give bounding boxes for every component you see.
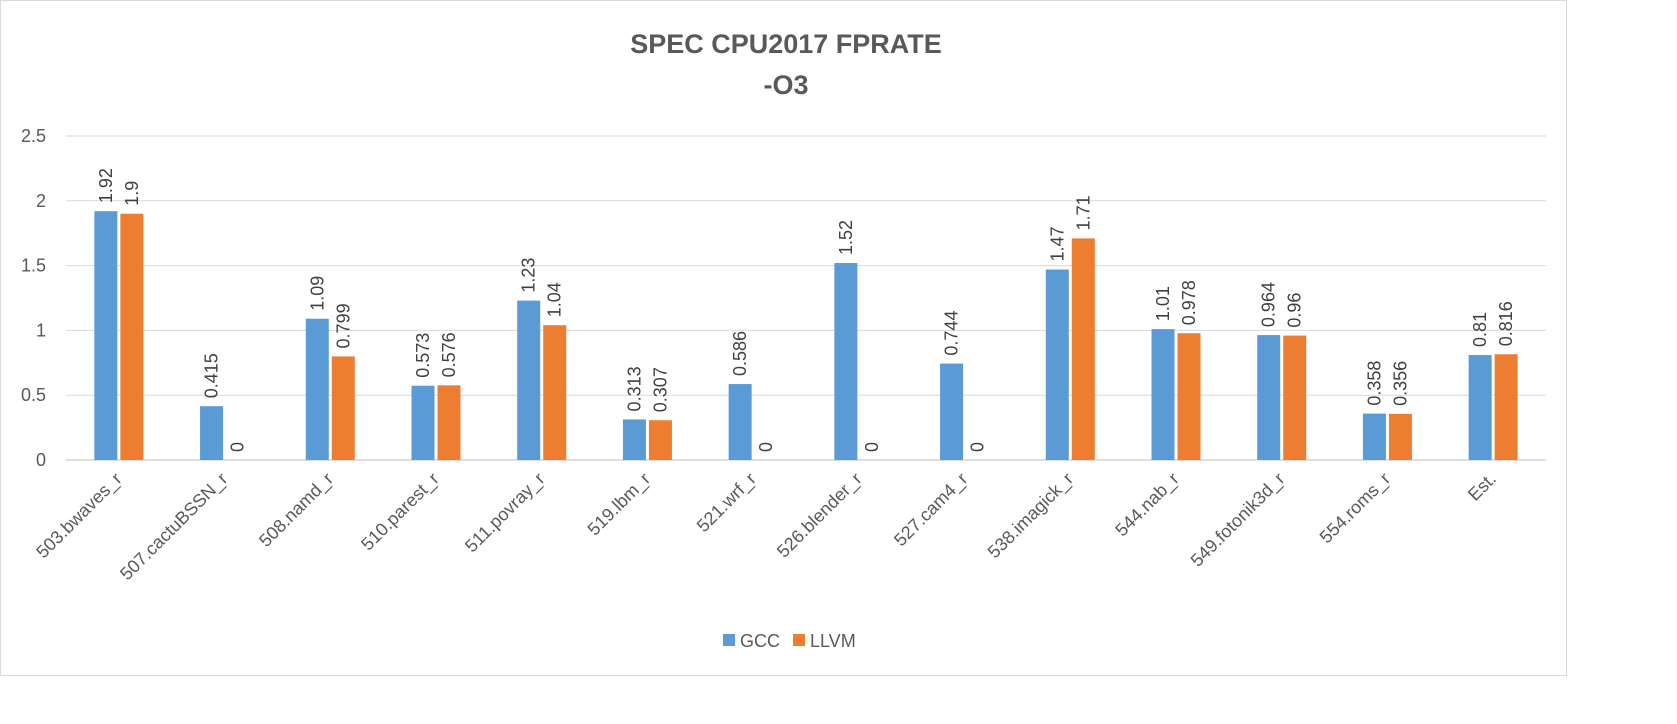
x-category-label: 511.povray_r — [461, 469, 549, 557]
x-category-label: 527.cam4_r — [890, 469, 972, 551]
bar-gcc — [1151, 329, 1175, 460]
data-label: 0.816 — [1496, 301, 1516, 346]
chart-area: SPEC CPU2017 FPRATE -O3 0 0.5 1 1.5 2 2.5 1.9… — [0, 0, 1567, 676]
x-category-label: 508.namd_r — [255, 469, 338, 552]
bar-gcc — [200, 406, 224, 460]
data-label: 1.9 — [122, 181, 142, 206]
data-label: 0.586 — [730, 331, 750, 376]
bar-llvm — [1177, 333, 1201, 460]
data-label: 1.09 — [307, 276, 327, 311]
data-label: 0.415 — [202, 353, 222, 398]
x-category-label: 526.blender_r — [773, 469, 866, 562]
bar-gcc — [622, 419, 646, 460]
data-label: 0.744 — [942, 311, 962, 356]
x-category-label: 554.roms_r — [1316, 469, 1395, 548]
data-label: 0.964 — [1259, 282, 1279, 327]
chart-title: SPEC CPU2017 FPRATE -O3 — [630, 29, 942, 100]
data-label: 0.358 — [1364, 361, 1384, 406]
bar-llvm — [1071, 238, 1095, 460]
y-tick-label: 1.5 — [21, 256, 46, 276]
data-label: 0 — [756, 442, 776, 452]
data-label: 1.01 — [1153, 286, 1173, 321]
chart-title-line-2: -O3 — [763, 70, 808, 100]
bar-gcc — [834, 263, 858, 460]
x-category-label: 510.parest_r — [357, 469, 443, 555]
data-labels: 1.92 1.9 0.415 0 1.09 0.799 0.573 0.576 1.23 1.04… — [96, 168, 1516, 452]
data-label: 0.81 — [1470, 312, 1490, 347]
y-tick-label: 1 — [36, 320, 46, 340]
x-category-label: 544.nab_r — [1111, 469, 1183, 541]
data-label: 0.576 — [439, 332, 459, 377]
legend-swatch-llvm — [793, 634, 805, 646]
data-label: 0.96 — [1285, 293, 1305, 328]
data-label: 0 — [228, 442, 248, 452]
data-label: 0.356 — [1390, 361, 1410, 406]
legend-swatch-gcc — [723, 634, 735, 646]
data-label: 0.799 — [333, 303, 353, 348]
x-category-label: 519.lbm_r — [584, 469, 655, 540]
bar-gcc — [1468, 355, 1492, 460]
legend: GCC LLVM — [723, 631, 856, 651]
bar-gcc — [940, 363, 964, 460]
data-label: 0 — [862, 442, 882, 452]
x-category-label: 503.bwaves_r — [32, 469, 126, 563]
y-tick-label: 0 — [36, 450, 46, 470]
bar-llvm — [1494, 354, 1518, 460]
data-label: 0.313 — [624, 366, 644, 411]
bar-llvm — [120, 213, 144, 460]
bar-gcc — [305, 318, 329, 460]
bar-gcc — [517, 300, 541, 460]
bars — [94, 211, 1518, 460]
data-label: 0.978 — [1179, 280, 1199, 325]
bar-llvm — [437, 385, 461, 460]
data-label: 1.71 — [1073, 195, 1093, 230]
data-label: 1.23 — [519, 258, 539, 293]
x-category-label: 507.cactuBSSN_r — [116, 469, 232, 585]
bar-gcc — [94, 211, 118, 460]
bar-gcc — [1257, 335, 1281, 460]
legend-label-llvm: LLVM — [810, 631, 856, 651]
bar-gcc — [411, 385, 435, 460]
data-label: 1.04 — [545, 282, 565, 317]
data-label: 0 — [968, 442, 988, 452]
y-tick-label: 2 — [36, 191, 46, 211]
bar-llvm — [1388, 413, 1412, 460]
data-label: 1.92 — [96, 168, 116, 203]
bar-llvm — [543, 325, 567, 460]
y-tick-label: 0.5 — [21, 385, 46, 405]
x-category-label: 521.wrf_r — [693, 469, 761, 537]
data-label: 1.52 — [836, 220, 856, 255]
x-category-label: 538.imagick_r — [984, 469, 1078, 563]
bar-chart: SPEC CPU2017 FPRATE -O3 00.511.522.5 1.9… — [21, 29, 1546, 651]
y-axis-tick-labels: 0 0.5 1 1.5 2 2.5 — [21, 126, 46, 470]
bar-gcc — [728, 384, 752, 460]
gridlines — [66, 135, 1546, 461]
chart-title-line-1: SPEC CPU2017 FPRATE — [630, 29, 942, 59]
bar-gcc — [1362, 413, 1386, 460]
bar-llvm — [648, 420, 672, 460]
x-category-label: Est. — [1464, 469, 1500, 505]
y-tick-label: 2.5 — [21, 126, 46, 146]
bar-gcc — [1045, 269, 1069, 460]
bar-llvm — [331, 356, 355, 460]
data-label: 0.573 — [413, 333, 433, 378]
legend-label-gcc: GCC — [740, 631, 780, 651]
data-label: 1.47 — [1047, 226, 1067, 261]
bar-llvm — [1283, 335, 1307, 460]
x-category-label: 549.fotonik3d_r — [1187, 469, 1290, 572]
data-label: 0.307 — [650, 367, 670, 412]
